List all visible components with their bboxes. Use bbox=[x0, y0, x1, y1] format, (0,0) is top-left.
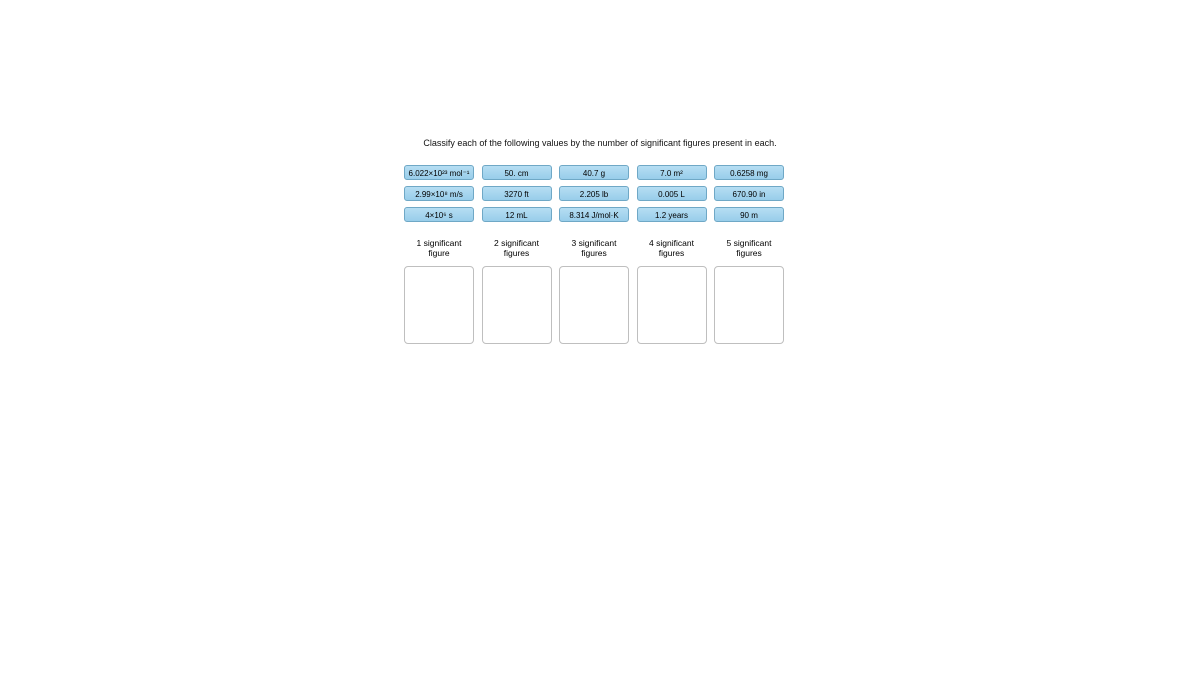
value-chip[interactable]: 1.2 years bbox=[637, 207, 707, 222]
value-chip[interactable]: 3270 ft bbox=[482, 186, 552, 201]
value-chip[interactable]: 6.022×10²³ mol⁻¹ bbox=[404, 165, 474, 180]
bin: 2 significantfigures bbox=[482, 238, 552, 344]
bin-label: 5 significantfigures bbox=[727, 238, 772, 260]
bin-dropzone-1sf[interactable] bbox=[404, 266, 474, 344]
value-chip[interactable]: 670.90 in bbox=[714, 186, 784, 201]
bin-dropzone-2sf[interactable] bbox=[482, 266, 552, 344]
value-chip[interactable]: 90 m bbox=[714, 207, 784, 222]
bin-dropzone-4sf[interactable] bbox=[637, 266, 707, 344]
value-chip[interactable]: 50. cm bbox=[482, 165, 552, 180]
value-chip[interactable]: 2.205 lb bbox=[559, 186, 629, 201]
bin: 3 significantfigures bbox=[559, 238, 629, 344]
exercise-canvas: Classify each of the following values by… bbox=[0, 0, 1200, 675]
bin: 1 significantfigure bbox=[404, 238, 474, 344]
value-chip[interactable]: 12 mL bbox=[482, 207, 552, 222]
bin-label: 3 significantfigures bbox=[572, 238, 617, 260]
value-chip[interactable]: 0.005 L bbox=[637, 186, 707, 201]
chip-row: 6.022×10²³ mol⁻¹ 50. cm 40.7 g 7.0 m² 0.… bbox=[404, 165, 784, 180]
bin-dropzone-5sf[interactable] bbox=[714, 266, 784, 344]
chip-row: 4×10⁶ s 12 mL 8.314 J/mol·K 1.2 years 90… bbox=[404, 207, 784, 222]
value-chip[interactable]: 7.0 m² bbox=[637, 165, 707, 180]
bin-label: 2 significantfigures bbox=[494, 238, 539, 260]
draggable-chips-area: 6.022×10²³ mol⁻¹ 50. cm 40.7 g 7.0 m² 0.… bbox=[404, 165, 784, 228]
drop-bins-area: 1 significantfigure 2 significantfigures… bbox=[404, 238, 784, 344]
bin: 4 significantfigures bbox=[637, 238, 707, 344]
value-chip[interactable]: 0.6258 mg bbox=[714, 165, 784, 180]
value-chip[interactable]: 2.99×10⁸ m/s bbox=[404, 186, 474, 201]
value-chip[interactable]: 4×10⁶ s bbox=[404, 207, 474, 222]
chip-row: 2.99×10⁸ m/s 3270 ft 2.205 lb 0.005 L 67… bbox=[404, 186, 784, 201]
bin: 5 significantfigures bbox=[714, 238, 784, 344]
bin-dropzone-3sf[interactable] bbox=[559, 266, 629, 344]
bin-label: 4 significantfigures bbox=[649, 238, 694, 260]
value-chip[interactable]: 8.314 J/mol·K bbox=[559, 207, 629, 222]
bin-label: 1 significantfigure bbox=[417, 238, 462, 260]
instruction-text: Classify each of the following values by… bbox=[0, 138, 1200, 148]
value-chip[interactable]: 40.7 g bbox=[559, 165, 629, 180]
